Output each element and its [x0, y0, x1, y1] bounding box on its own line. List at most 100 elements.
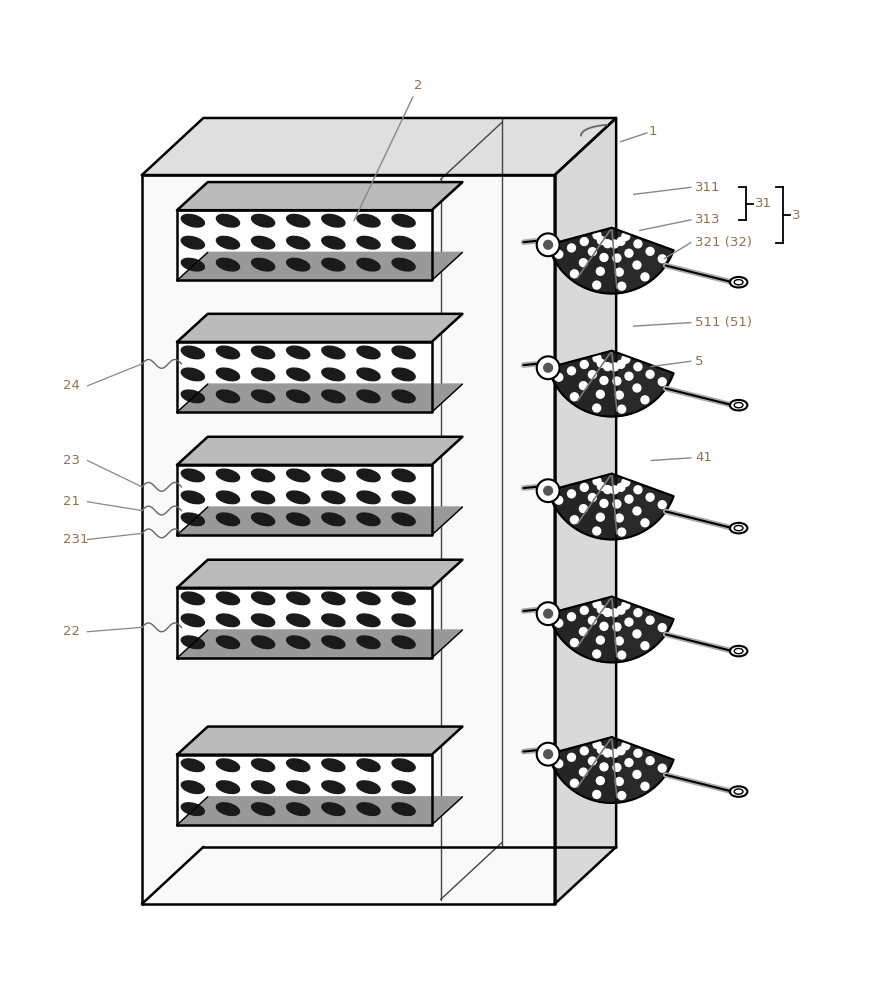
Circle shape	[589, 494, 596, 501]
Polygon shape	[548, 351, 674, 417]
Ellipse shape	[181, 258, 204, 271]
Circle shape	[603, 749, 611, 757]
Ellipse shape	[322, 592, 344, 605]
Polygon shape	[177, 182, 463, 210]
Circle shape	[618, 282, 626, 290]
Ellipse shape	[286, 491, 310, 504]
Ellipse shape	[286, 592, 310, 605]
Circle shape	[555, 619, 563, 627]
Circle shape	[634, 240, 642, 248]
Circle shape	[658, 624, 666, 632]
Circle shape	[633, 384, 640, 392]
Circle shape	[555, 250, 563, 258]
Ellipse shape	[252, 390, 275, 403]
Circle shape	[617, 747, 625, 755]
Ellipse shape	[357, 614, 380, 627]
Circle shape	[622, 478, 630, 486]
Circle shape	[537, 479, 559, 502]
Polygon shape	[177, 210, 432, 280]
Text: 511 (51): 511 (51)	[695, 316, 752, 329]
Circle shape	[633, 770, 640, 778]
Ellipse shape	[392, 390, 415, 403]
Polygon shape	[177, 342, 432, 412]
Ellipse shape	[217, 592, 240, 605]
Ellipse shape	[392, 513, 415, 526]
Ellipse shape	[217, 759, 240, 772]
Circle shape	[571, 393, 578, 401]
Polygon shape	[177, 630, 463, 658]
Ellipse shape	[392, 346, 415, 359]
Ellipse shape	[217, 214, 240, 227]
Circle shape	[617, 606, 625, 614]
Ellipse shape	[181, 614, 204, 627]
Polygon shape	[177, 314, 463, 342]
Circle shape	[641, 642, 649, 650]
Circle shape	[555, 760, 563, 768]
Circle shape	[581, 483, 589, 491]
Circle shape	[537, 233, 559, 256]
Polygon shape	[555, 118, 616, 904]
Ellipse shape	[217, 236, 240, 249]
Circle shape	[611, 363, 618, 371]
Ellipse shape	[181, 346, 204, 359]
Ellipse shape	[217, 346, 240, 359]
Circle shape	[593, 477, 601, 485]
Circle shape	[613, 254, 621, 262]
Circle shape	[634, 363, 642, 371]
Ellipse shape	[252, 614, 275, 627]
Circle shape	[600, 499, 608, 507]
Text: 24: 24	[63, 379, 80, 392]
Circle shape	[537, 356, 559, 379]
Ellipse shape	[217, 614, 240, 627]
Circle shape	[593, 650, 601, 658]
Circle shape	[646, 370, 654, 378]
Ellipse shape	[322, 368, 344, 381]
Circle shape	[625, 495, 633, 503]
Ellipse shape	[357, 469, 380, 482]
Text: 313: 313	[695, 213, 721, 226]
Circle shape	[633, 507, 640, 515]
Circle shape	[593, 791, 601, 798]
Circle shape	[571, 270, 578, 278]
Ellipse shape	[181, 491, 204, 504]
Circle shape	[625, 249, 633, 257]
Circle shape	[580, 259, 588, 267]
Ellipse shape	[322, 491, 344, 504]
Polygon shape	[177, 437, 463, 465]
Circle shape	[596, 267, 604, 275]
Circle shape	[567, 753, 575, 761]
Ellipse shape	[252, 368, 275, 381]
Ellipse shape	[392, 469, 415, 482]
Circle shape	[613, 377, 621, 385]
Circle shape	[537, 743, 559, 766]
Circle shape	[581, 747, 589, 755]
Ellipse shape	[392, 368, 415, 381]
Ellipse shape	[392, 614, 415, 627]
Ellipse shape	[392, 759, 415, 772]
Circle shape	[593, 404, 601, 412]
Circle shape	[641, 519, 649, 527]
Ellipse shape	[181, 513, 204, 526]
Text: 31: 31	[755, 197, 772, 210]
Circle shape	[658, 378, 666, 386]
Circle shape	[658, 764, 666, 772]
Circle shape	[597, 482, 605, 490]
Circle shape	[634, 486, 642, 494]
Ellipse shape	[357, 759, 380, 772]
Ellipse shape	[392, 258, 415, 271]
Circle shape	[544, 486, 552, 495]
Circle shape	[571, 779, 578, 787]
Circle shape	[613, 763, 621, 771]
Circle shape	[593, 600, 601, 608]
Circle shape	[555, 496, 563, 504]
Circle shape	[641, 396, 649, 404]
Ellipse shape	[322, 636, 344, 649]
Ellipse shape	[286, 258, 310, 271]
Text: 5: 5	[695, 355, 704, 368]
Circle shape	[646, 493, 654, 501]
Polygon shape	[177, 560, 463, 588]
Ellipse shape	[181, 368, 204, 381]
Circle shape	[596, 777, 604, 785]
Ellipse shape	[286, 346, 310, 359]
Polygon shape	[177, 384, 463, 412]
